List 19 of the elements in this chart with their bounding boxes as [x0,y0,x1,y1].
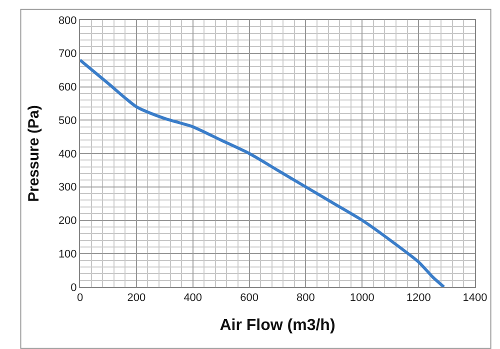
x-tick-label: 200 [127,292,146,304]
x-axis-title: Air Flow (m3/h) [220,316,336,334]
line-series [80,58,446,287]
y-axis-title: Pressure (Pa) [26,105,43,202]
x-tick-label: 600 [240,292,258,304]
x-tick-label: 1200 [406,292,431,304]
y-tick-label: 300 [58,182,77,194]
x-tick-label: 1000 [350,292,374,304]
y-tick-label: 400 [58,148,77,160]
y-tick-label: 100 [58,248,77,260]
y-tick-label: 800 [58,14,77,27]
x-tick-label: 400 [184,292,202,304]
y-tick-label: 700 [58,48,77,60]
x-tick-label: 800 [296,292,315,304]
y-tick-label: 200 [58,215,77,228]
y-tick-label: 0 [70,282,77,294]
y-tick-label: 500 [58,114,77,127]
y-tick-label: 600 [58,82,77,94]
x-tick-label: 1400 [462,292,488,304]
